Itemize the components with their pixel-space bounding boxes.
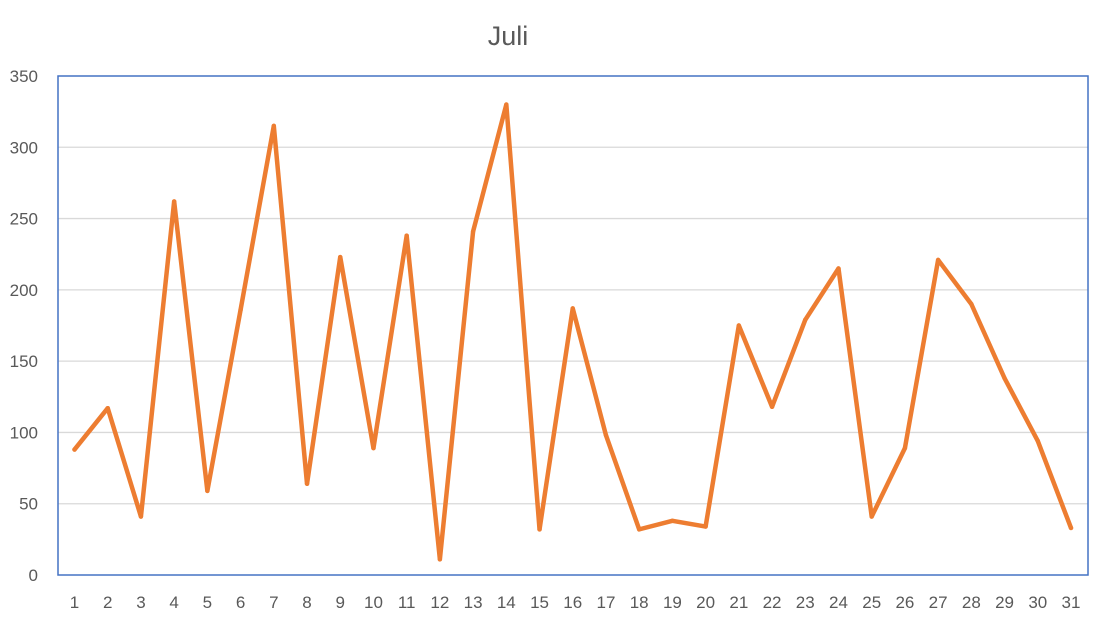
data-point xyxy=(105,405,110,411)
x-tick-label: 29 xyxy=(995,593,1014,612)
data-point xyxy=(1002,376,1007,381)
y-tick-label: 200 xyxy=(10,281,38,300)
data-point xyxy=(869,514,874,519)
x-tick-label: 13 xyxy=(464,593,483,612)
x-tick-label: 14 xyxy=(497,593,516,612)
x-tick-label: 27 xyxy=(929,593,948,612)
data-point xyxy=(404,233,409,238)
data-point xyxy=(935,257,941,263)
x-tick-label: 19 xyxy=(663,593,682,612)
x-axis-tick-labels: 1 2 3 4 5 6 7 8 9 10 11 12 13 14 15 16 17 18 19 20 21 22 23 24 2… xyxy=(70,593,1081,612)
x-tick-label: 26 xyxy=(895,593,914,612)
x-tick-label: 1 xyxy=(70,593,79,612)
x-tick-label: 22 xyxy=(763,593,782,612)
x-tick-label: 24 xyxy=(829,593,848,612)
y-tick-label: 150 xyxy=(10,352,38,371)
x-tick-label: 12 xyxy=(430,593,449,612)
y-tick-label: 50 xyxy=(19,495,38,514)
data-point xyxy=(836,266,841,271)
x-tick-label: 2 xyxy=(103,593,112,612)
x-tick-label: 28 xyxy=(962,593,981,612)
y-axis-tick-labels: 0 50 100 150 200 250 300 350 xyxy=(10,67,38,585)
data-point xyxy=(171,199,177,204)
data-point xyxy=(803,317,808,322)
y-tick-label: 0 xyxy=(29,566,38,585)
x-tick-label: 20 xyxy=(696,593,715,612)
data-point xyxy=(72,447,77,452)
plot-area-border xyxy=(57,75,1089,576)
data-point xyxy=(371,445,376,451)
gridlines xyxy=(58,146,1088,505)
x-tick-label: 21 xyxy=(729,593,748,612)
series-layer xyxy=(72,102,1074,562)
data-point xyxy=(271,123,276,129)
x-tick-label: 7 xyxy=(269,593,278,612)
data-point xyxy=(703,524,708,529)
y-tick-label: 300 xyxy=(10,138,38,157)
x-tick-label: 15 xyxy=(530,593,549,612)
data-point xyxy=(470,229,476,234)
data-point xyxy=(304,481,310,486)
data-point xyxy=(238,307,243,313)
x-tick-label: 17 xyxy=(597,593,616,612)
data-point xyxy=(670,518,675,524)
data-point xyxy=(1068,525,1074,531)
x-tick-label: 18 xyxy=(630,593,649,612)
y-tick-label: 100 xyxy=(10,423,38,442)
data-point xyxy=(769,404,775,409)
data-point xyxy=(1035,438,1040,444)
x-tick-label: 25 xyxy=(862,593,881,612)
x-tick-label: 6 xyxy=(236,593,245,612)
data-point xyxy=(636,527,642,532)
x-tick-label: 30 xyxy=(1028,593,1047,612)
x-tick-label: 3 xyxy=(136,593,145,612)
x-tick-label: 31 xyxy=(1062,593,1081,612)
data-point xyxy=(205,488,210,494)
data-point xyxy=(902,445,908,451)
x-tick-label: 16 xyxy=(563,593,582,612)
y-tick-label: 350 xyxy=(10,67,38,86)
data-point xyxy=(537,527,542,532)
x-tick-label: 8 xyxy=(302,593,311,612)
x-tick-label: 9 xyxy=(335,593,344,612)
data-point xyxy=(338,254,343,260)
data-point xyxy=(603,433,609,438)
series-line xyxy=(72,102,1074,562)
x-tick-label: 11 xyxy=(398,593,416,612)
data-point xyxy=(736,323,742,328)
data-point xyxy=(138,514,144,519)
x-tick-label: 4 xyxy=(169,593,178,612)
data-point xyxy=(969,301,974,307)
x-tick-label: 5 xyxy=(203,593,212,612)
data-point xyxy=(570,306,575,311)
x-tick-label: 10 xyxy=(364,593,383,612)
x-tick-label: 23 xyxy=(796,593,815,612)
data-point xyxy=(504,102,509,107)
chart-title: Juli xyxy=(488,21,529,51)
data-point xyxy=(437,557,443,562)
y-tick-label: 250 xyxy=(10,210,38,229)
